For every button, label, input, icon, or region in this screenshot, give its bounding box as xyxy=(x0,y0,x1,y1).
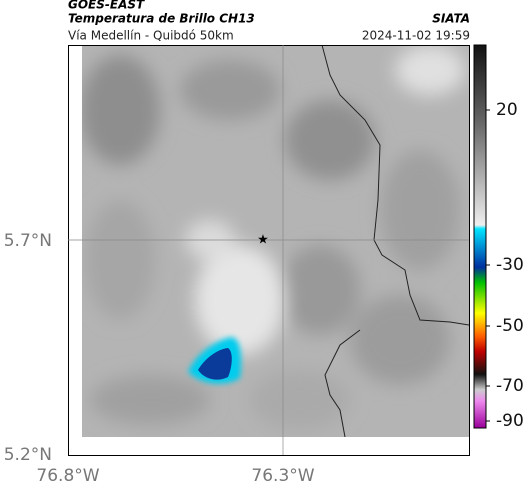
map-frame xyxy=(68,45,470,456)
colorbar-tick-label: -50 xyxy=(496,316,524,336)
colorbar-tick-label: -90 xyxy=(496,411,524,431)
datetime-label: 2024-11-02 19:59 xyxy=(362,29,470,43)
colorbar-tick-label: -70 xyxy=(496,376,524,396)
agency-label: SIATA xyxy=(432,12,470,26)
region-label: Vía Medellín - Quibdó 50km xyxy=(68,29,234,43)
lon-tick-label: 76.8°W xyxy=(36,466,99,486)
colorbar xyxy=(473,44,487,429)
product-title: Temperatura de Brillo CH13 xyxy=(68,12,255,26)
lat-tick-label: 5.7°N xyxy=(4,231,52,251)
colorbar-tick-label: 20 xyxy=(496,100,518,120)
tick-labels: 5.7°N 5.2°N76.8°W 76.3°W 20 -30 -50 -70 -90 xyxy=(4,100,524,486)
lon-tick-label: 76.3°W xyxy=(251,466,314,486)
lat-tick-label: 5.2°N xyxy=(4,445,52,465)
satellite-image xyxy=(82,45,469,437)
city-star: ★ xyxy=(257,233,269,248)
colorbar-tick-label: -30 xyxy=(496,255,524,275)
source-title: GOES-EAST xyxy=(68,0,145,12)
